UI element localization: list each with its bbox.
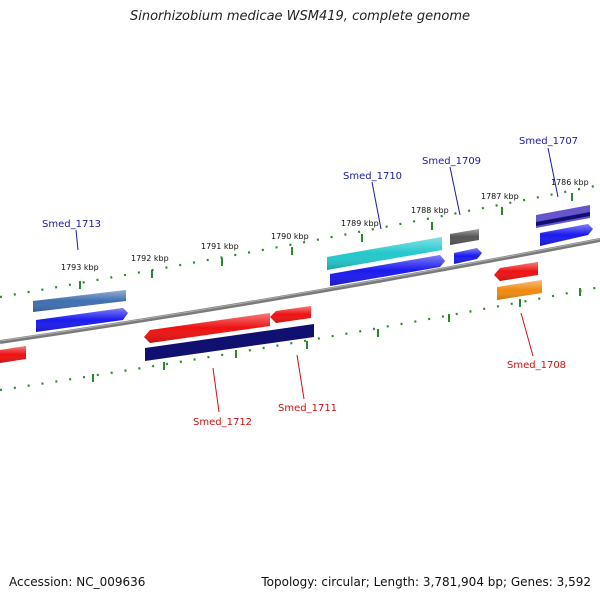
gene-left-edge-red[interactable] — [0, 346, 26, 363]
tick-label: 1793 kbp — [61, 263, 99, 272]
gene-smed-1712-arrow[interactable] — [144, 313, 270, 343]
accession-text: Accession: NC_009636 — [9, 575, 146, 589]
gene-label-smed-1712[interactable]: Smed_1712 — [193, 417, 252, 428]
gene-label-smed-1710[interactable]: Smed_1710 — [343, 171, 402, 182]
gene-smed-1713-arrow[interactable] — [36, 308, 128, 332]
tick-label: 1792 kbp — [131, 254, 169, 263]
gene-smed-1710-bar[interactable] — [327, 237, 442, 270]
gene-label-smed-1709[interactable]: Smed_1709 — [422, 156, 481, 167]
leader-line — [520, 312, 534, 357]
gene-label-smed-1707[interactable]: Smed_1707 — [519, 136, 578, 147]
gene-smed-1707-arrow[interactable] — [540, 224, 593, 246]
leader-line — [449, 166, 461, 216]
map-title: Sinorhizobium medicae WSM419, complete g… — [129, 9, 471, 24]
gene-smed-1708-arrow[interactable] — [494, 262, 538, 281]
leader-line — [547, 147, 559, 198]
leader-line — [296, 354, 305, 400]
inner-tick-track — [0, 285, 600, 392]
tick-label: 1790 kbp — [271, 232, 309, 241]
tick-label: 1788 kbp — [411, 206, 449, 215]
tick-label: 1789 kbp — [341, 219, 379, 228]
tick-label: 1787 kbp — [481, 192, 519, 201]
gene-label-smed-1711[interactable]: Smed_1711 — [278, 403, 337, 414]
tick-label: 1786 kbp — [551, 178, 589, 187]
gene-smed-1711-arrow[interactable] — [270, 306, 311, 323]
gene-smed-1708-bar[interactable] — [497, 280, 542, 300]
leader-line — [212, 367, 220, 413]
gene-smed-1709-bar[interactable] — [450, 229, 479, 245]
leader-line — [75, 229, 79, 251]
outer-tick-track — [0, 183, 600, 299]
gene-smed-1712-bar[interactable] — [145, 330, 272, 361]
gene-label-smed-1708[interactable]: Smed_1708 — [507, 360, 566, 371]
gene-smed-1707-bar[interactable] — [536, 205, 590, 228]
gene-smed-1710-arrow[interactable] — [330, 255, 445, 286]
tick-label: 1791 kbp — [201, 242, 239, 251]
gene-smed-1711-bar[interactable] — [272, 324, 314, 343]
gene-smed-1709-arrow[interactable] — [454, 248, 482, 264]
inner-major-ticks — [92, 288, 581, 382]
gene-label-smed-1713[interactable]: Smed_1713 — [42, 219, 101, 230]
genome-summary-text: Topology: circular; Length: 3,781,904 bp… — [261, 575, 591, 589]
gene-smed-1713-bar[interactable] — [33, 290, 126, 312]
leader-line — [371, 181, 382, 230]
genome-backbone — [0, 238, 600, 344]
outer-major-ticks — [79, 193, 573, 289]
